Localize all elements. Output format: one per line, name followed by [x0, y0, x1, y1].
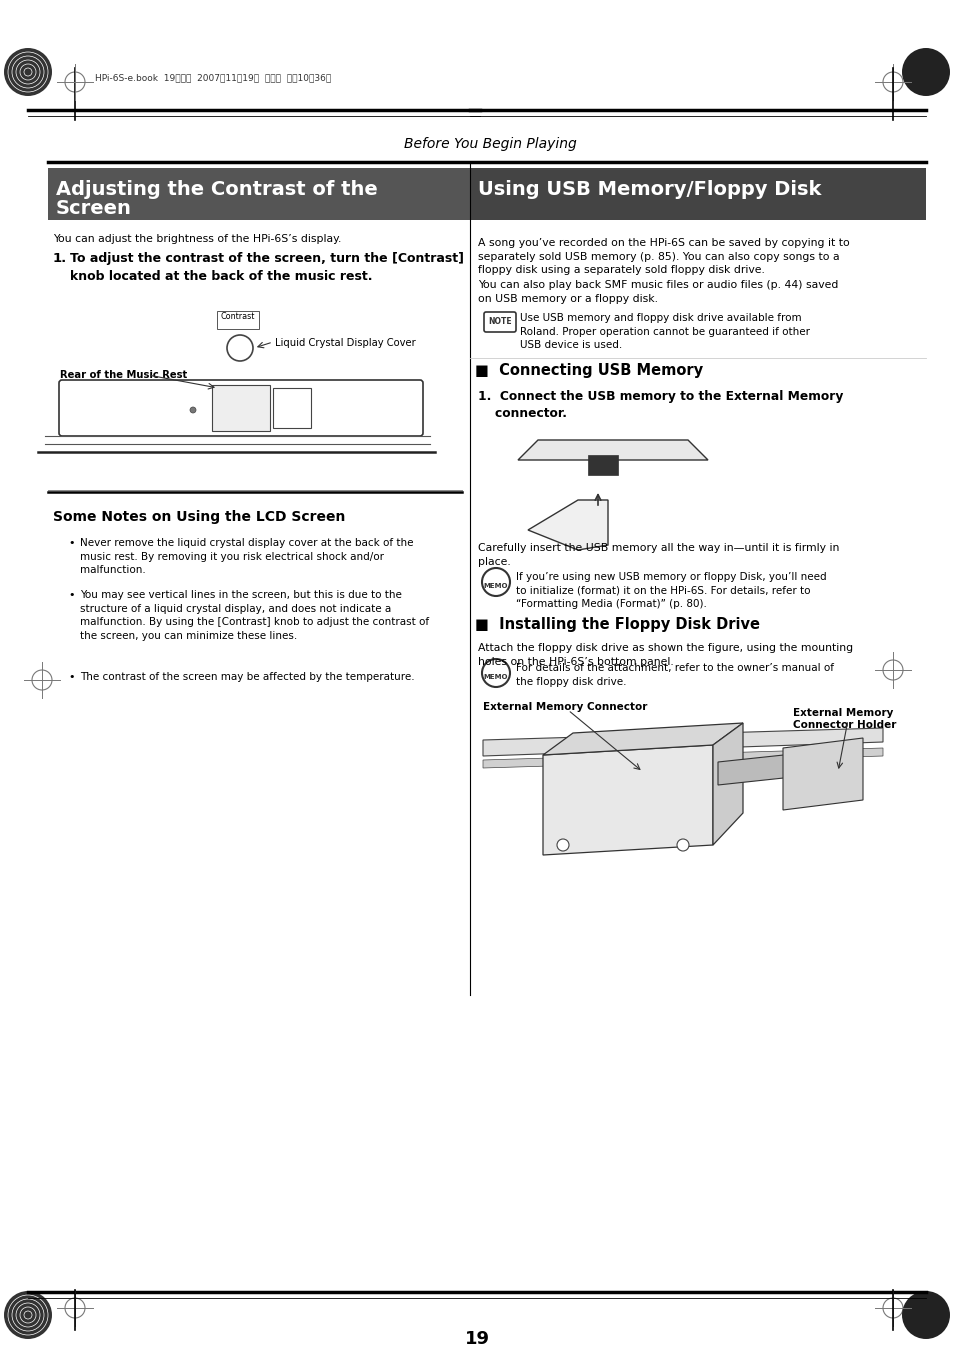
Text: Rear of the Music Rest: Rear of the Music Rest [60, 370, 187, 380]
Circle shape [190, 407, 195, 413]
Polygon shape [517, 440, 707, 459]
Text: You can also play back SMF music files or audio files (p. 44) saved
on USB memor: You can also play back SMF music files o… [477, 280, 838, 304]
Polygon shape [527, 500, 607, 550]
Circle shape [901, 1292, 949, 1339]
Text: MEMO: MEMO [483, 674, 508, 680]
Text: External Memory
Connector Holder: External Memory Connector Holder [792, 708, 896, 731]
Text: Use USB memory and floppy disk drive available from
Roland. Proper operation can: Use USB memory and floppy disk drive ava… [519, 313, 809, 350]
Text: For details of the attachment, refer to the owner’s manual of
the floppy disk dr: For details of the attachment, refer to … [516, 663, 833, 686]
FancyBboxPatch shape [212, 385, 270, 431]
Polygon shape [482, 728, 882, 757]
Text: If you’re using new USB memory or floppy Disk, you’ll need
to initialize (format: If you’re using new USB memory or floppy… [516, 571, 825, 609]
Polygon shape [718, 754, 792, 785]
Text: knob located at the back of the music rest.: knob located at the back of the music re… [70, 270, 372, 282]
Text: 1.  Connect the USB memory to the External Memory: 1. Connect the USB memory to the Externa… [477, 390, 842, 403]
Circle shape [4, 1292, 52, 1339]
Text: Screen: Screen [56, 199, 132, 218]
Polygon shape [782, 738, 862, 811]
FancyBboxPatch shape [48, 168, 470, 220]
Text: connector.: connector. [477, 407, 566, 420]
Circle shape [481, 659, 510, 688]
Text: Never remove the liquid crystal display cover at the back of the
music rest. By : Never remove the liquid crystal display … [80, 538, 413, 576]
Text: Liquid Crystal Display Cover: Liquid Crystal Display Cover [274, 338, 416, 349]
Circle shape [901, 49, 949, 96]
FancyBboxPatch shape [587, 455, 618, 476]
Text: Attach the floppy disk drive as shown the figure, using the mounting
holes on th: Attach the floppy disk drive as shown th… [477, 643, 852, 666]
Circle shape [677, 839, 688, 851]
Polygon shape [542, 723, 742, 755]
Text: •: • [68, 590, 74, 600]
Text: •: • [68, 538, 74, 549]
Text: ■  Connecting USB Memory: ■ Connecting USB Memory [475, 363, 702, 378]
Polygon shape [482, 748, 882, 767]
Circle shape [481, 567, 510, 596]
Text: MEMO: MEMO [483, 584, 508, 589]
Text: Before You Begin Playing: Before You Begin Playing [403, 136, 576, 151]
Text: External Memory Connector: External Memory Connector [482, 703, 647, 712]
Text: 19: 19 [464, 1329, 489, 1348]
Polygon shape [542, 744, 712, 855]
FancyBboxPatch shape [273, 388, 311, 428]
Text: Carefully insert the USB memory all the way in—until it is firmly in
place.: Carefully insert the USB memory all the … [477, 543, 839, 566]
Text: The contrast of the screen may be affected by the temperature.: The contrast of the screen may be affect… [80, 671, 415, 682]
Circle shape [557, 839, 568, 851]
Polygon shape [712, 723, 742, 844]
FancyBboxPatch shape [216, 311, 258, 330]
Circle shape [4, 49, 52, 96]
Text: Using USB Memory/Floppy Disk: Using USB Memory/Floppy Disk [477, 180, 821, 199]
FancyBboxPatch shape [483, 312, 516, 332]
Text: ■  Installing the Floppy Disk Drive: ■ Installing the Floppy Disk Drive [475, 617, 760, 632]
Text: •: • [68, 671, 74, 682]
Text: Adjusting the Contrast of the: Adjusting the Contrast of the [56, 180, 377, 199]
FancyBboxPatch shape [470, 168, 925, 220]
FancyBboxPatch shape [59, 380, 422, 436]
Text: Some Notes on Using the LCD Screen: Some Notes on Using the LCD Screen [53, 509, 345, 524]
Text: A song you’ve recorded on the HPi-6S can be saved by copying it to
separately so: A song you’ve recorded on the HPi-6S can… [477, 238, 849, 276]
Text: You can adjust the brightness of the HPi-6S’s display.: You can adjust the brightness of the HPi… [53, 234, 341, 245]
Text: HPi-6S-e.book  19ページ  2007年11月19日  月曜日  午前10時36分: HPi-6S-e.book 19ページ 2007年11月19日 月曜日 午前10… [95, 73, 331, 82]
Text: Contrast: Contrast [220, 312, 254, 322]
Text: You may see vertical lines in the screen, but this is due to the
structure of a : You may see vertical lines in the screen… [80, 590, 429, 640]
Text: NOTE: NOTE [488, 317, 511, 327]
Text: To adjust the contrast of the screen, turn the [Contrast]: To adjust the contrast of the screen, tu… [70, 253, 463, 265]
Text: 1.: 1. [53, 253, 67, 265]
